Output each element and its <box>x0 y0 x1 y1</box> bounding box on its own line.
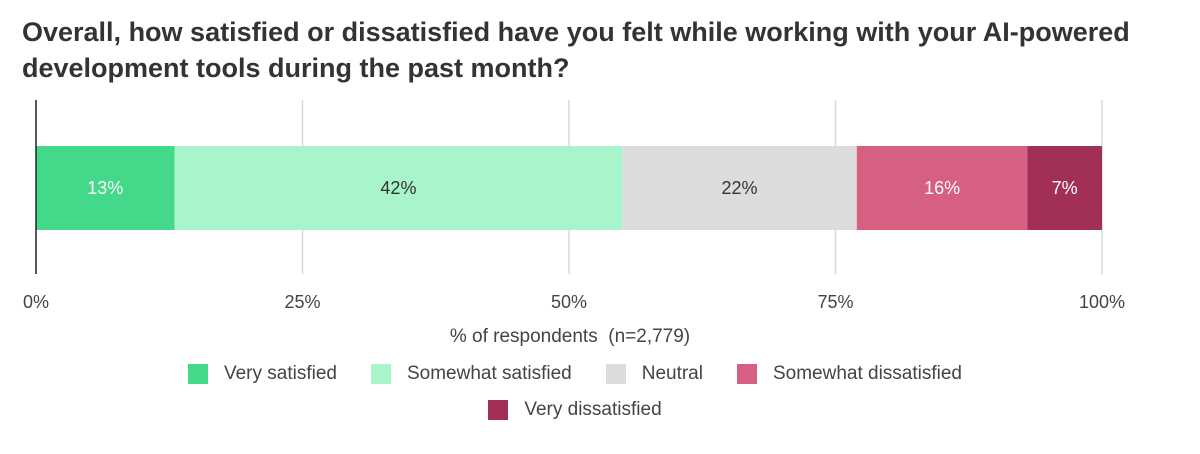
bar-data-label: 22% <box>722 178 758 198</box>
legend-label: Very satisfied <box>223 363 337 384</box>
legend-label: Somewhat dissatisfied <box>772 363 963 384</box>
x-axis-tick-labels: 0% 25% 50% 75% 100% <box>23 292 1125 312</box>
legend-item: Somewhat satisfied <box>370 362 572 386</box>
bar-segment <box>174 146 623 230</box>
legend-swatch <box>605 364 626 384</box>
legend-swatch <box>736 364 757 384</box>
chart-plot: 13% 42% 22% 16% 7% 0% 25% 50% 75% 100% <box>23 100 1125 312</box>
legend-swatch <box>187 364 208 384</box>
x-tick-label: 50% <box>551 292 587 312</box>
x-tick-label: 75% <box>817 292 853 312</box>
bar-segment <box>622 146 857 230</box>
bar-segment <box>36 146 175 230</box>
bar-segment <box>856 146 1028 230</box>
bar-data-label: 13% <box>87 178 123 198</box>
bar-data-label: 42% <box>380 178 416 198</box>
legend-label: Neutral <box>641 363 703 384</box>
legend-item: Somewhat dissatisfied <box>736 362 963 386</box>
legend-label: Somewhat satisfied <box>406 363 572 384</box>
bar-data-label: 16% <box>924 178 960 198</box>
legend-item: Very satisfied <box>187 362 337 386</box>
legend-label: Very dissatisfied <box>524 399 662 420</box>
x-tick-label: 0% <box>23 292 49 312</box>
x-axis-label: % of respondents (n=2,779) <box>449 326 691 347</box>
legend-swatch <box>488 400 509 420</box>
x-tick-label: 100% <box>1079 292 1125 312</box>
legend-item: Very dissatisfied <box>488 398 662 422</box>
stacked-bar: 13% 42% 22% 16% 7% <box>36 146 1102 230</box>
bar-data-label: 7% <box>1052 178 1078 198</box>
legend-item: Neutral <box>605 362 703 386</box>
legend-swatch <box>370 364 391 384</box>
bar-segment <box>1027 146 1102 230</box>
chart-title: Overall, how satisfied or dissatisfied h… <box>22 17 1130 83</box>
x-tick-label: 25% <box>284 292 320 312</box>
legend: Very satisfied Somewhat satisfied Neutral S… <box>90 362 1060 422</box>
